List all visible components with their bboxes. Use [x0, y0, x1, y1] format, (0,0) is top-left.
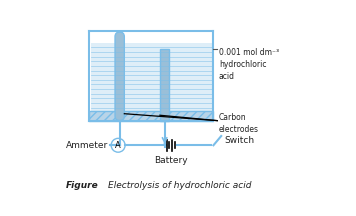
Text: Figure: Figure	[66, 181, 99, 190]
FancyBboxPatch shape	[115, 32, 124, 121]
Text: Carbon
electrodes: Carbon electrodes	[219, 113, 259, 134]
Bar	[160, 49, 169, 121]
Bar	[91, 43, 212, 111]
Text: 0.001 mol dm⁻³
hydrochloric
acid: 0.001 mol dm⁻³ hydrochloric acid	[219, 48, 279, 81]
Text: Switch: Switch	[224, 136, 255, 145]
Text: A: A	[115, 141, 121, 150]
Circle shape	[111, 138, 125, 152]
Bar	[89, 111, 214, 121]
Text: Ammeter: Ammeter	[66, 141, 108, 150]
Text: Battery: Battery	[154, 156, 188, 165]
Text: Electrolysis of hydrochloric acid: Electrolysis of hydrochloric acid	[108, 181, 252, 190]
